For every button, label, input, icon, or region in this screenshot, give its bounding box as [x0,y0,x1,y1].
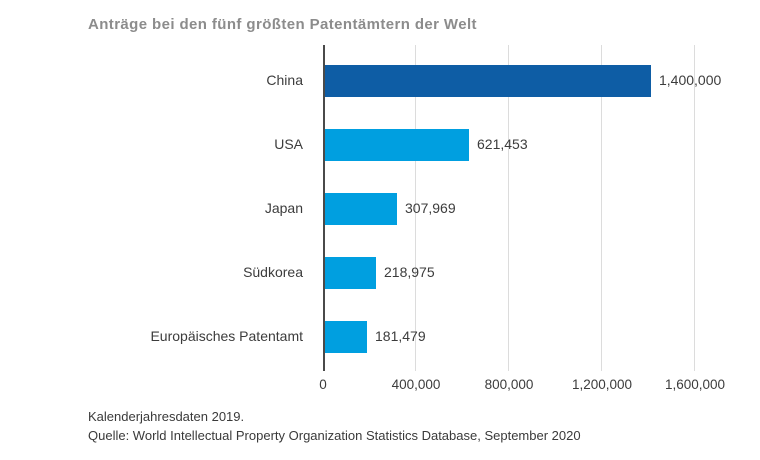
value-label-japan: 307,969 [405,200,456,216]
bar-s-dkorea [325,257,376,289]
x-tick-label-0: 0 [319,377,327,392]
value-label-europ-isches-patentamt: 181,479 [375,328,426,344]
y-axis-line [323,45,325,371]
x-tick-label-1,200,000: 1,200,000 [571,377,633,392]
bar-japan [325,193,397,225]
category-label-japan: Japan [264,200,303,216]
x-tick-label-800,000: 800,000 [484,377,534,392]
footer-source-line: Quelle: World Intellectual Property Orga… [88,427,581,443]
chart-footer: Kalenderjahresdaten 2019. Quelle: World … [88,408,581,445]
bar-usa [325,129,469,161]
chart-title: Anträge bei den fünf größten Patentämter… [88,16,477,33]
category-label-europ-isches-patentamt: Europäisches Patentamt [150,328,303,344]
gridline-1,600,000 [694,45,695,371]
category-label-usa: USA [274,136,303,152]
x-tick-label-1,600,000: 1,600,000 [664,377,726,392]
gridline-800,000 [508,45,509,371]
plot-area [323,45,695,371]
category-label-china: China [266,72,303,88]
bar-europ-isches-patentamt [325,321,367,353]
gridline-400,000 [415,45,416,371]
bar-china [325,65,651,97]
footer-note-line: Kalenderjahresdaten 2019. [88,409,245,424]
gridline-1,200,000 [601,45,602,371]
category-label-s-dkorea: Südkorea [243,264,303,280]
value-label-china: 1,400,000 [659,72,722,88]
x-tick-label-400,000: 400,000 [391,377,441,392]
value-label-s-dkorea: 218,975 [384,264,435,280]
value-label-usa: 621,453 [477,136,528,152]
